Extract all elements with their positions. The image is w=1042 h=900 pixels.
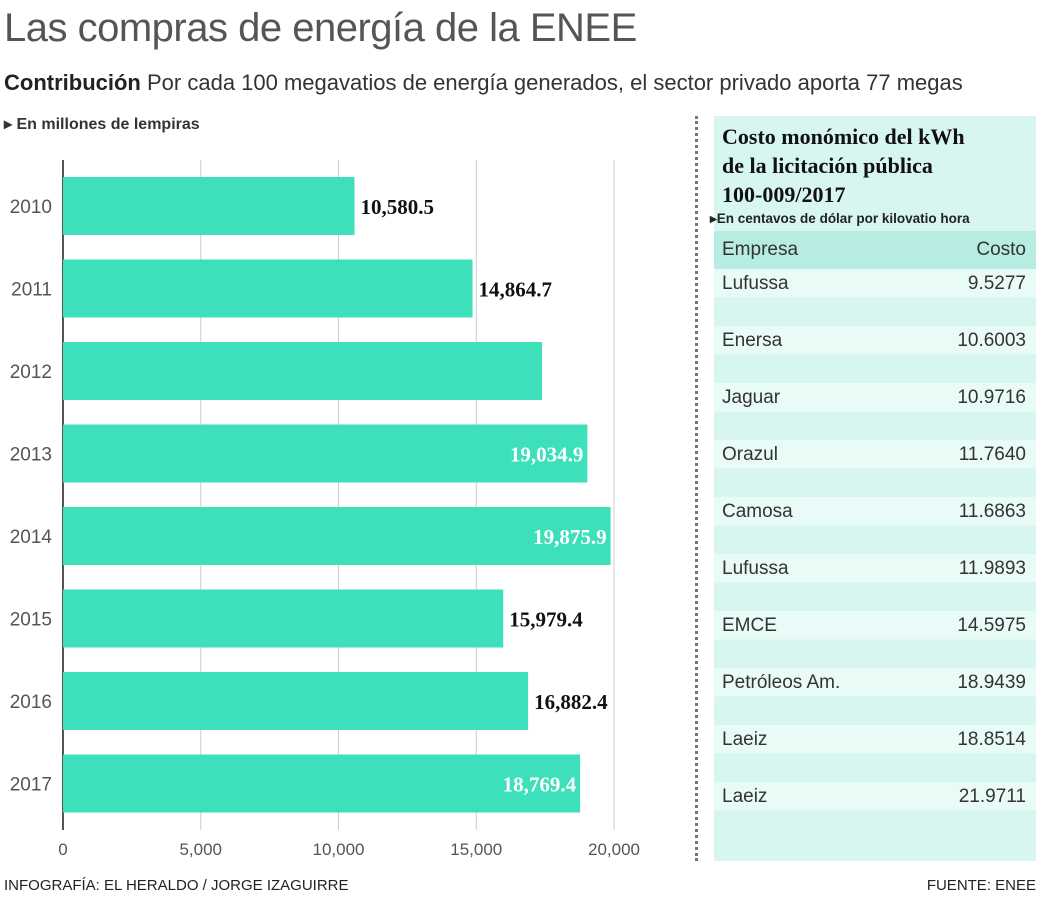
company-name: Laeiz [722,786,768,807]
x-tick-label: 15,000 [450,840,502,859]
subtitle-text: Por cada 100 megavatios de energía gener… [147,70,963,95]
cost-value: 14.5975 [957,615,1026,636]
cost-value: 11.6863 [958,501,1026,522]
company-name: Jaguar [722,387,781,408]
subtitle: Contribución Por cada 100 megavatios de … [4,70,963,96]
table-row: Enersa 10.6003 [714,326,1036,383]
cost-value: 11.9893 [958,558,1026,579]
table-unit: ▸En centavos de dólar por kilovatio hora [710,211,970,226]
company-name: Lufussa [722,273,789,294]
cost-table: Costo monómico del kWh de la licitación … [710,116,1036,861]
table-row: Laeiz 18.8514 [714,725,1036,782]
table-row: Laeiz 21.9711 [714,782,1036,839]
cost-value: 18.8514 [957,729,1026,750]
table-header: Empresa Costo [714,231,1036,269]
data-label: 10,580.5 [360,195,434,219]
company-name: Lufussa [722,558,789,579]
x-tick-label: 0 [58,840,67,859]
bar [63,424,588,483]
unit-note: ▸ En millones de lempiras [4,116,200,133]
y-tick-label: 2011 [11,280,52,301]
data-label: 19,034.9 [510,443,584,467]
header-costo: Costo [976,239,1026,260]
company-name: Petróleos Am. [722,672,841,693]
y-tick-label: 2013 [10,445,52,466]
cost-value: 18.9439 [957,672,1026,693]
header-empresa: Empresa [722,239,799,260]
source: FUENTE: ENEE [926,877,1036,894]
table-title-line: Costo monómico del kWh [722,124,965,149]
bar [63,342,543,400]
company-name: EMCE [722,615,777,636]
table-title: Costo monómico del kWh de la licitación … [714,116,1036,209]
table-unit-text: En centavos de dólar por kilovatio hora [716,211,970,226]
y-tick-label: 2016 [10,692,52,713]
y-tick-label: 2014 [10,527,53,548]
subtitle-bold: Contribución [4,70,141,95]
cost-value: 21.9711 [958,786,1026,807]
x-tick-label: 5,000 [179,840,222,859]
data-label: 16,882.4 [534,690,608,714]
bar [63,259,473,318]
bar [63,754,581,813]
bar-chart: 0 5,000 10,000 15,000 20,000 2010 10,580.5 2011… [10,160,640,859]
bar [63,177,355,235]
table-row: Lufussa 9.5277 [714,269,1036,326]
table-row: Orazul 11.7640 [714,440,1036,497]
cost-value: 10.6003 [957,330,1026,351]
company-name: Enersa [722,330,783,351]
bar [63,672,529,730]
bar [63,589,504,648]
table-row: Camosa 11.6863 [714,497,1036,554]
data-label: 15,979.4 [509,608,583,632]
credit: INFOGRAFÍA: EL HERALDO / JORGE IZAGUIRRE [4,877,349,894]
y-tick-label: 2010 [10,197,52,218]
company-name: Orazul [722,444,778,465]
data-label: 19,875.9 [533,525,607,549]
x-tick-label: 20,000 [588,840,640,859]
y-tick-label: 2017 [10,775,52,796]
data-label: 14,864.7 [479,278,552,302]
cost-value: 11.7640 [958,444,1026,465]
company-name: Camosa [722,501,793,522]
company-name: Laeiz [722,729,768,750]
table-title-line: de la licitación pública [722,153,933,178]
table-row: Petróleos Am. 18.9439 [714,668,1036,725]
page-title: Las compras de energía de la ENEE [4,6,637,50]
table-row: Jaguar 10.9716 [714,383,1036,440]
table-row: Lufussa 11.9893 [714,554,1036,611]
cost-value: 10.9716 [957,387,1026,408]
table-row: EMCE 14.5975 [714,611,1036,668]
y-tick-label: 2015 [10,610,52,631]
data-label: 18,769.4 [503,773,577,797]
y-tick-label: 2012 [10,362,52,383]
x-tick-label: 10,000 [313,840,365,859]
cost-value: 9.5277 [967,273,1026,294]
bar [63,507,611,565]
dotted-divider [695,116,698,861]
unit-note-text: En millones de lempiras [16,116,200,133]
table-title-line: 100-009/2017 [722,182,846,207]
